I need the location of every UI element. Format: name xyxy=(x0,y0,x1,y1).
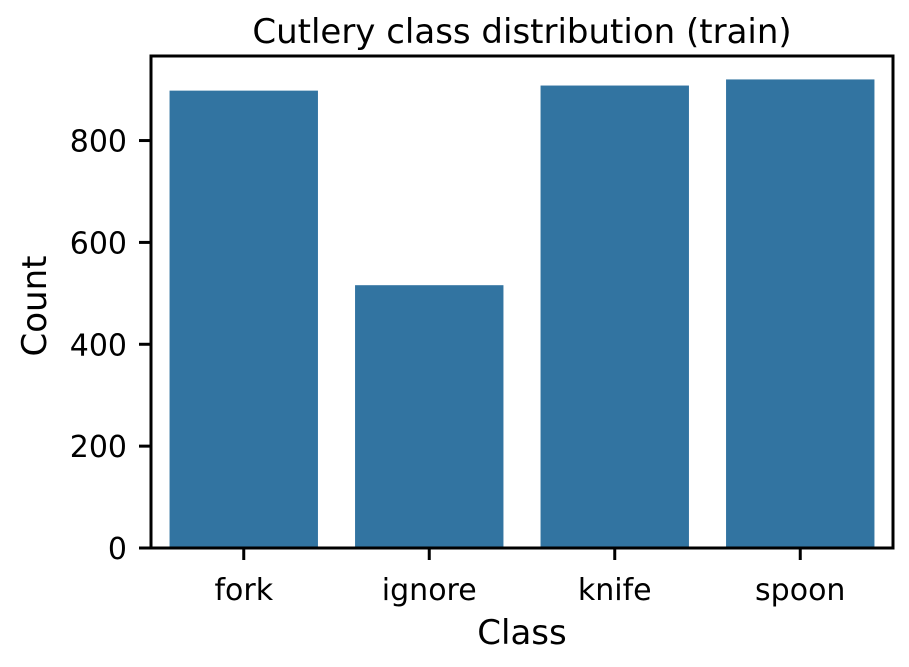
bar-fork xyxy=(169,90,318,548)
axes-layer xyxy=(149,54,895,550)
bar-ignore xyxy=(355,285,504,548)
chart-title: Cutlery class distribution (train) xyxy=(252,12,791,52)
ticks-layer: fork ignore knife spoon 0 200 400 600 800 xyxy=(70,125,846,608)
x-axis-label: Class xyxy=(477,613,566,653)
plot-frame xyxy=(149,54,895,550)
bar-spoon xyxy=(726,79,875,548)
x-tick-label-knife: knife xyxy=(578,573,652,608)
y-tick-label-800: 800 xyxy=(70,125,127,160)
bars-layer xyxy=(169,79,875,548)
x-tick-label-spoon: spoon xyxy=(755,573,845,608)
x-tick-label-fork: fork xyxy=(214,573,273,608)
x-tick-label-ignore: ignore xyxy=(382,573,477,608)
y-tick-label-0: 0 xyxy=(108,532,127,567)
y-axis-label: Count xyxy=(15,256,55,357)
y-tick-label-600: 600 xyxy=(70,226,127,261)
bar-knife xyxy=(540,85,689,548)
y-tick-label-200: 200 xyxy=(70,430,127,465)
y-tick-label-400: 400 xyxy=(70,328,127,363)
